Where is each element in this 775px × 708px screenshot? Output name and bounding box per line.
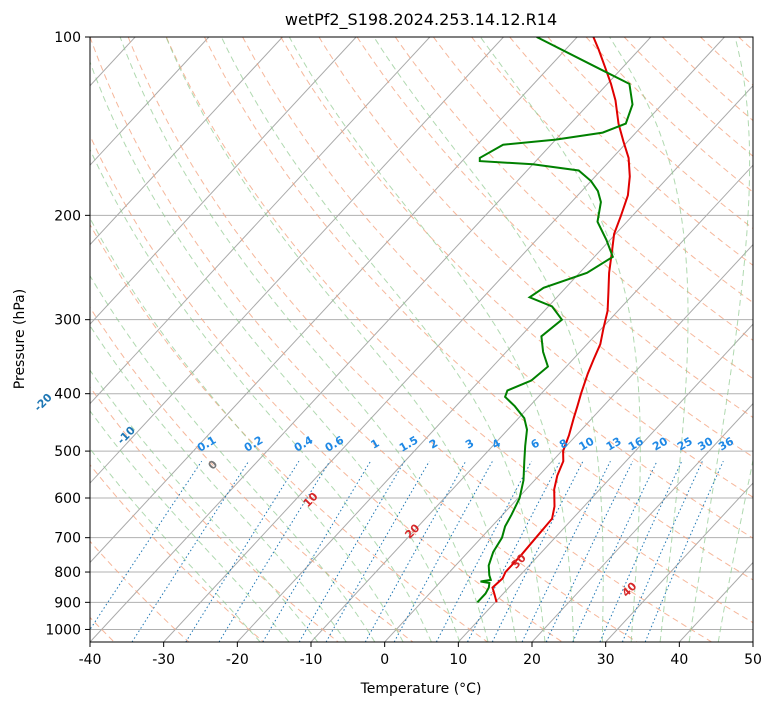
- x-tick-label: -40: [79, 652, 102, 668]
- x-axis: -40 -30 -20 -10 0 10 20 30 40 50: [79, 642, 762, 668]
- x-tick-label: 10: [449, 652, 467, 668]
- y-tick-label: 800: [54, 565, 81, 581]
- x-axis-title: Temperature (°C): [360, 681, 482, 697]
- y-tick-label: 700: [54, 531, 81, 547]
- y-tick-label: 300: [54, 313, 81, 329]
- x-tick-label: 30: [597, 652, 615, 668]
- x-tick-label: 20: [523, 652, 541, 668]
- isotherm-line: [0, 37, 62, 642]
- y-tick-label: 100: [54, 30, 81, 46]
- y-tick-label: 600: [54, 491, 81, 507]
- y-tick-label: 500: [54, 444, 81, 460]
- dry-adiabat-label: -20: [32, 391, 55, 414]
- y-tick-label: 1000: [45, 622, 81, 638]
- x-tick-label: 0: [380, 652, 389, 668]
- x-tick-label: -20: [226, 652, 249, 668]
- chart-title: wetPf2_S198.2024.253.14.12.R14: [285, 10, 557, 30]
- x-tick-label: 50: [744, 652, 762, 668]
- x-tick-label: -30: [152, 652, 175, 668]
- x-tick-label: 40: [670, 652, 688, 668]
- y-axis-title: Pressure (hPa): [12, 289, 28, 389]
- y-tick-label: 900: [54, 595, 81, 611]
- y-axis: 100 200 300 400 500 600 700 800 900 1000: [45, 30, 90, 638]
- y-tick-label: 400: [54, 387, 81, 403]
- isotherm-line: [753, 37, 775, 642]
- plot-background: [90, 37, 753, 642]
- x-tick-label: -10: [300, 652, 323, 668]
- y-tick-label: 200: [54, 208, 81, 224]
